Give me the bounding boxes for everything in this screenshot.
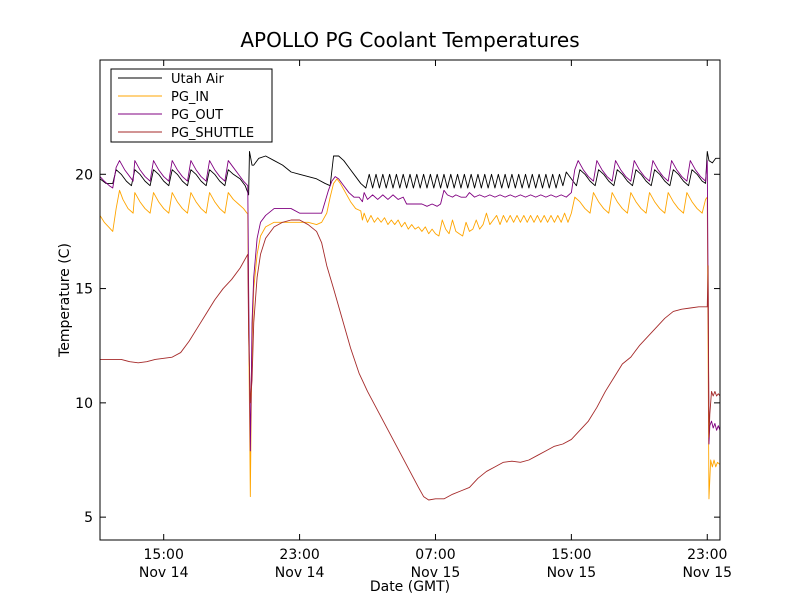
series-line-pg-shuttle	[100, 219, 720, 501]
x-tick-label-time: 23:00	[279, 547, 319, 563]
series-line-pg-in	[100, 178, 720, 500]
legend-label-pg-shuttle: PG_SHUTTLE	[171, 126, 254, 141]
y-tick-label: 20	[75, 167, 93, 183]
y-tick-label: 15	[75, 282, 93, 298]
series-layer	[100, 150, 720, 501]
legend-label-pg-out: PG_OUT	[171, 108, 223, 123]
x-tick-label-time: 07:00	[415, 547, 455, 563]
x-tick-label-time: 23:00	[687, 547, 727, 563]
x-tick-label-date: Nov 15	[682, 565, 732, 581]
chart-title: APOLLO PG Coolant Temperatures	[240, 28, 579, 52]
legend-label-utah-air: Utah Air	[171, 72, 224, 87]
x-tick-label-date: Nov 15	[411, 565, 461, 581]
axis-ticks: 15:00 Nov 14 23:00 Nov 14 07:00 Nov 15 15:00 No…	[75, 60, 732, 581]
legend-box	[110, 68, 273, 143]
x-tick-label-date: Nov 15	[547, 565, 597, 581]
legend-label-pg-in: PG_IN	[171, 90, 209, 105]
x-tick-label-date: Nov 14	[139, 565, 189, 581]
x-tick-label-time: 15:00	[551, 547, 591, 563]
x-tick-label-date: Nov 14	[275, 565, 325, 581]
x-axis-label: Date (GMT)	[370, 579, 450, 595]
series-line-utah-air	[100, 150, 720, 196]
series-line-pg-out	[100, 160, 720, 452]
legend: Utah Air PG_IN PG_OUT PG_SHUTTLE	[110, 68, 273, 143]
y-tick-label: 5	[84, 510, 93, 526]
x-tick-label-time: 15:00	[144, 547, 184, 563]
y-tick-label: 10	[75, 396, 93, 412]
y-axis-label: Temperature (C)	[57, 243, 73, 358]
plot-frame	[99, 59, 721, 541]
